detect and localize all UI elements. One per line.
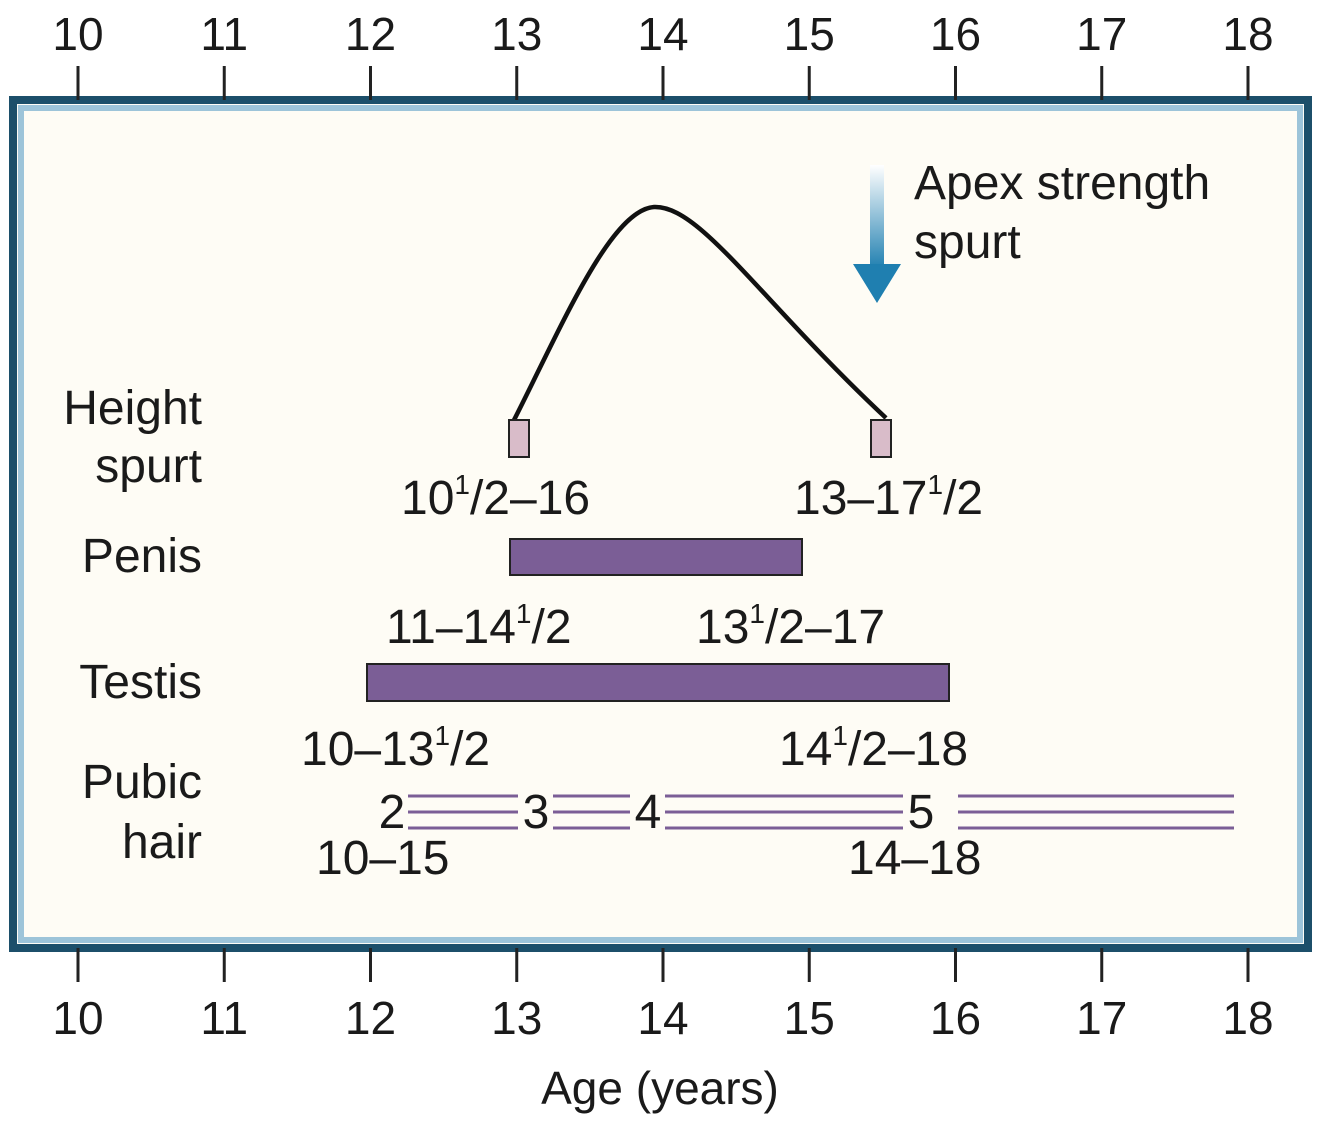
penis-start-range: 11–141/2 — [386, 598, 572, 654]
bottom-axis-tick-label-10: 10 — [52, 992, 103, 1044]
pubic-hair-stage-lines — [408, 794, 1234, 830]
top-axis-tick-label-18: 18 — [1222, 8, 1273, 60]
pubic-stage-5: 5 — [908, 786, 935, 839]
height-spurt-label-line2: spurt — [95, 440, 202, 493]
penis-bar — [509, 538, 803, 576]
top-axis-tick-label-17: 17 — [1076, 8, 1127, 60]
testis-bar — [366, 663, 950, 702]
bottom-age-axis: 10 11 12 13 14 15 16 17 18 — [52, 948, 1274, 1044]
bottom-axis-tick-label-18: 18 — [1222, 992, 1273, 1044]
height-spurt-label-line1: Height — [63, 382, 202, 435]
top-axis-tick-label-10: 10 — [52, 8, 103, 60]
bottom-axis-tick-label-12: 12 — [345, 992, 396, 1044]
top-axis-tick-label-15: 15 — [784, 8, 835, 60]
diagram-frame — [9, 96, 1312, 952]
top-axis-tick-label-12: 12 — [345, 8, 396, 60]
testis-label: Testis — [79, 656, 202, 709]
testis-end-range: 141/2–18 — [779, 720, 968, 776]
pubic-hair-label-line1: Pubic — [82, 756, 202, 809]
pubic-stage-4: 4 — [635, 786, 662, 839]
pubic-stage-2: 2 — [379, 786, 406, 839]
bottom-axis-tick-label-16: 16 — [930, 992, 981, 1044]
top-axis-tick-label-14: 14 — [637, 8, 688, 60]
bottom-axis-tick-label-13: 13 — [491, 992, 542, 1044]
penis-end-range: 131/2–17 — [696, 598, 885, 654]
height-spurt-curve — [510, 204, 888, 424]
pubic-stage-3: 3 — [523, 786, 550, 839]
bottom-axis-tick-label-17: 17 — [1076, 992, 1127, 1044]
height-spurt-start-range: 101/2–16 — [401, 469, 590, 525]
x-axis-label: Age (years) — [541, 1062, 779, 1114]
pubic-hair-label-line2: hair — [122, 816, 202, 869]
testis-start-range: 10–131/2 — [301, 720, 490, 776]
apex-label-line1: Apex strength — [914, 157, 1210, 210]
pubic-hair-end-range: 14–18 — [848, 832, 981, 885]
height-spurt-start-marker — [508, 419, 530, 458]
penis-label: Penis — [82, 530, 202, 583]
top-axis-tick-label-16: 16 — [930, 8, 981, 60]
height-spurt-end-range: 13–171/2 — [794, 469, 983, 525]
bottom-axis-tick-label-14: 14 — [637, 992, 688, 1044]
top-axis-tick-label-13: 13 — [491, 8, 542, 60]
apex-strength-arrow-icon — [853, 165, 901, 303]
bottom-axis-tick-label-11: 11 — [200, 992, 248, 1044]
bottom-axis-tick-label-15: 15 — [784, 992, 835, 1044]
top-age-axis: 10 11 12 13 14 15 16 17 18 — [52, 8, 1274, 100]
height-spurt-end-marker — [870, 419, 892, 458]
pubic-hair-start-range: 10–15 — [316, 832, 449, 885]
diagram-frame-inner — [18, 105, 1303, 943]
apex-label-line2: spurt — [914, 216, 1021, 269]
top-axis-tick-label-11: 11 — [200, 8, 248, 60]
